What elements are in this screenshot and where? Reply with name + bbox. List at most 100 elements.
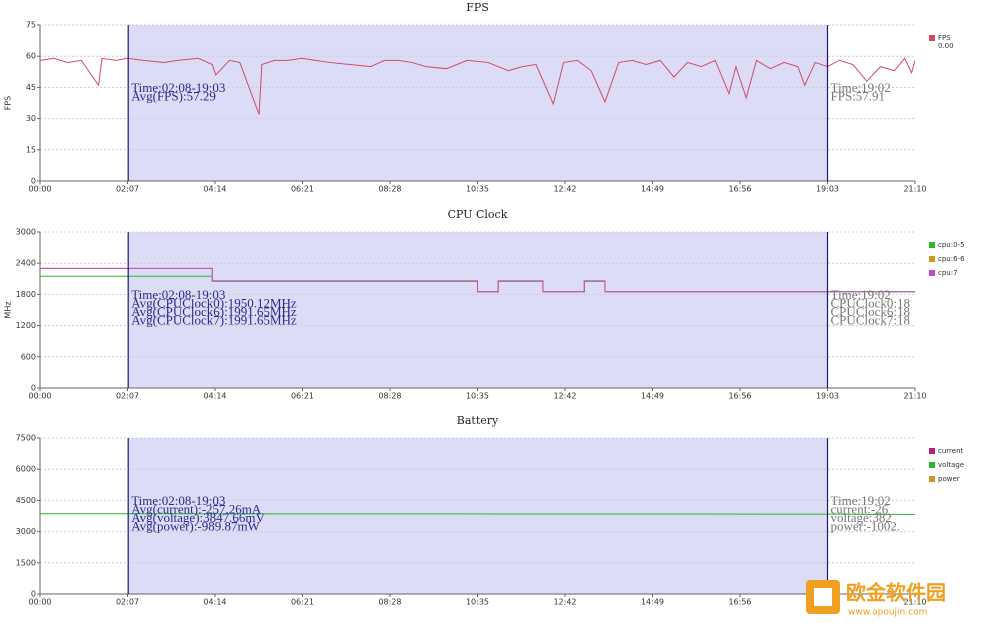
x-tick-label: 21:10 xyxy=(903,598,926,607)
y-tick-label: 1200 xyxy=(16,321,36,330)
watermark: 欧金软件园 www.apoujin.com xyxy=(806,580,946,618)
x-tick-label: 02:07 xyxy=(116,392,139,401)
y-tick-label: 3000 xyxy=(16,228,36,237)
y-tick-label: 0 xyxy=(31,590,36,599)
x-tick-label: 10:35 xyxy=(466,185,489,194)
series-line xyxy=(40,513,915,516)
watermark-url: www.apoujin.com xyxy=(848,608,927,618)
legend-swatch xyxy=(929,448,935,454)
series-line xyxy=(40,275,915,293)
annotation: CPUClock7:18 xyxy=(831,312,910,327)
y-tick-label: 1500 xyxy=(16,558,36,567)
x-tick-label: 14:49 xyxy=(641,598,664,607)
legend-swatch xyxy=(929,270,935,276)
legend-swatch xyxy=(929,35,935,41)
legend-label: cpu:7 xyxy=(938,269,958,277)
x-tick-label: 21:10 xyxy=(903,185,926,194)
y-tick-label: 15 xyxy=(26,145,36,154)
y-tick-label: 75 xyxy=(26,21,36,30)
x-tick-label: 16:56 xyxy=(728,598,751,607)
x-tick-label: 08:28 xyxy=(378,185,401,194)
annotation: current:-26 xyxy=(831,501,889,516)
annotation: voltage:382 xyxy=(831,510,892,525)
legend-label: voltage xyxy=(938,461,964,469)
chart: CPU Clock MHz 0 600 1200 1800 2400 3000 00:00 02:… xyxy=(4,208,966,401)
y-tick-label: 30 xyxy=(26,114,36,123)
x-tick-label: 10:35 xyxy=(466,392,489,401)
x-tick-label: 16:56 xyxy=(728,185,751,194)
x-tick-label: 19:03 xyxy=(816,185,839,194)
annotation: FPS:57.91 xyxy=(831,88,886,103)
x-tick-label: 06:21 xyxy=(291,392,314,401)
y-axis-label: MHz xyxy=(4,301,13,318)
chart: FPS FPS 0 15 30 45 60 75 00:00 02:07 04:14 06:21 08:… xyxy=(4,1,954,194)
y-tick-label: 0 xyxy=(31,177,36,186)
annotation: Avg(FPS):57.29 xyxy=(131,88,216,103)
annotation: Time:19:02 xyxy=(831,287,891,302)
y-tick-label: 7500 xyxy=(16,434,36,443)
chart-title: FPS xyxy=(466,1,489,14)
annotation: Time:19:02 xyxy=(831,80,891,95)
annotation: CPUClock6:18 xyxy=(831,304,910,319)
legend-label: current xyxy=(938,447,964,455)
x-tick-label: 14:49 xyxy=(641,392,664,401)
series-line xyxy=(40,267,915,293)
x-tick-label: 02:07 xyxy=(116,185,139,194)
x-tick-label: 06:21 xyxy=(291,598,314,607)
legend-swatch xyxy=(929,476,935,482)
selection-area xyxy=(128,25,828,181)
x-tick-label: 12:42 xyxy=(553,598,576,607)
chart-title: Battery xyxy=(457,414,499,427)
y-tick-label: 0 xyxy=(31,384,36,393)
y-tick-label: 3000 xyxy=(16,527,36,536)
y-tick-label: 6000 xyxy=(16,465,36,474)
x-tick-label: 00:00 xyxy=(28,185,51,194)
legend-swatch xyxy=(929,462,935,468)
annotation: Time:02:08-19:03 xyxy=(131,80,225,95)
series-line xyxy=(40,57,915,115)
annotation: Avg(current):-257.26mA xyxy=(131,501,262,516)
chart-title: CPU Clock xyxy=(448,208,508,221)
selection-area xyxy=(128,232,828,388)
legend-value: 0.00 xyxy=(938,42,954,50)
y-tick-label: 2400 xyxy=(16,259,36,268)
annotation: power:-1002. xyxy=(831,518,901,533)
y-tick-label: 60 xyxy=(26,52,36,61)
x-tick-label: 02:07 xyxy=(116,598,139,607)
x-tick-label: 21:10 xyxy=(903,392,926,401)
x-tick-label: 08:28 xyxy=(378,392,401,401)
annotation: Avg(power):-989.87mW xyxy=(131,518,260,533)
annotation: Avg(CPUClock6):1991.65MHz xyxy=(131,304,297,319)
annotation: Avg(CPUClock0):1950.12MHz xyxy=(131,295,297,310)
y-tick-label: 4500 xyxy=(16,496,36,505)
legend-label: FPS xyxy=(938,34,951,42)
x-tick-label: 12:42 xyxy=(553,392,576,401)
legend-label: cpu:0-5 xyxy=(938,241,965,249)
x-tick-label: 04:14 xyxy=(203,598,226,607)
chart: Battery 0 1500 3000 4500 6000 7500 00:00 02:07 04… xyxy=(16,414,965,615)
y-tick-label: 1800 xyxy=(16,290,36,299)
annotation: Time:19:02 xyxy=(831,493,891,508)
x-tick-label: 16:56 xyxy=(728,392,751,401)
legend-label: power xyxy=(938,475,960,483)
x-tick-label: 06:21 xyxy=(291,185,314,194)
x-tick-label: 08:28 xyxy=(378,598,401,607)
x-tick-label: 04:14 xyxy=(203,392,226,401)
selection-area xyxy=(128,438,828,594)
x-tick-label: 14:49 xyxy=(641,185,664,194)
x-tick-label: 19:03 xyxy=(816,392,839,401)
annotation: Avg(voltage):3847.66mV xyxy=(131,510,265,525)
y-axis-label: FPS xyxy=(4,96,13,111)
x-tick-label: 10:35 xyxy=(466,598,489,607)
y-tick-label: 45 xyxy=(26,83,36,92)
x-tick-label: 04:14 xyxy=(203,185,226,194)
x-tick-label: 00:00 xyxy=(28,598,51,607)
legend-label: cpu:6-6 xyxy=(938,255,965,263)
annotation: Time:02:08-19:03 xyxy=(131,493,225,508)
watermark-text: 欧金软件园 xyxy=(846,581,946,605)
series-line xyxy=(40,614,915,615)
legend-swatch xyxy=(929,256,935,262)
x-tick-label: 00:00 xyxy=(28,392,51,401)
annotation: Time:02:08-19:03 xyxy=(131,287,225,302)
